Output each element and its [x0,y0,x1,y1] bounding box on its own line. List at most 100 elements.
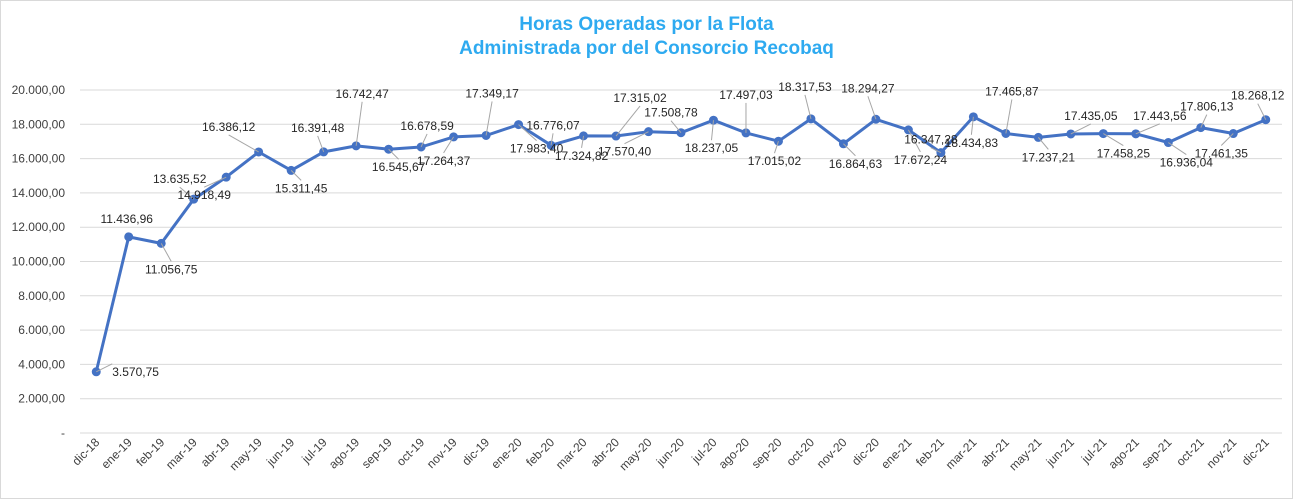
leader-line [179,186,195,200]
y-tick-label: 10.000,00 [12,255,66,269]
chart-title-line-1: Horas Operadas por la Flota [519,14,774,35]
leader-line [1200,114,1208,128]
y-tick-label: 2.000,00 [18,392,65,406]
data-label: 18.237,05 [685,141,739,155]
x-tick-label: sep-21 [1139,435,1175,471]
data-point [1196,123,1206,133]
x-tick-label: feb-21 [913,435,947,469]
x-tick-label: dic-20 [849,435,882,468]
leader-line [355,101,363,146]
y-tick-label: 6.000,00 [18,323,65,337]
x-tick-label: oct-20 [784,435,818,469]
leader-line [317,135,325,153]
leader-line [1135,123,1161,135]
x-tick-label: oct-21 [1173,435,1207,469]
leader-line [624,131,649,145]
data-label: 17.349,17 [465,86,519,100]
leader-line [96,363,113,373]
data-label: 16.347,28 [904,133,958,147]
data-label: 16.936,04 [1160,156,1214,170]
leader-line [1257,103,1267,120]
data-label: 15.311,45 [275,181,328,195]
x-tick-label: jun-21 [1043,435,1077,469]
leader-line [804,94,812,119]
data-label: 16.391,48 [291,121,345,135]
data-label: 3.570,75 [112,365,159,379]
leader-line [1103,133,1124,147]
data-label: 14.918,49 [177,188,231,202]
leader-line [550,133,554,146]
data-label: 17.237,21 [1022,150,1076,164]
x-tick-label: oct-19 [394,435,428,469]
y-tick-label: 16.000,00 [12,152,66,166]
x-tick-label: feb-20 [523,435,557,469]
data-label: 17.435,05 [1064,109,1118,123]
leader-line [970,116,974,135]
leader-line [670,120,682,134]
data-label: 17.570,40 [598,145,652,159]
data-point [124,232,134,242]
chart-title-line-2: Administrada por del Consorcio Recobaq [459,38,834,59]
data-label: 18.434,83 [945,136,999,150]
leader-line [710,120,714,141]
x-tick-label: nov-20 [814,435,850,471]
y-tick-label: 4.000,00 [18,357,65,371]
data-label: 17.458,25 [1097,147,1151,161]
data-label: 18.317,53 [778,80,832,94]
leader-line [518,124,537,141]
leader-line [773,141,779,154]
data-label: 17.983,40 [510,142,564,156]
x-tick-label: may-21 [1006,435,1044,473]
x-tick-label: ago-19 [326,435,363,472]
data-label: 13.635,52 [153,172,207,186]
data-label: 17.672,24 [894,153,948,167]
x-tick-label: nov-21 [1204,435,1240,471]
data-label: 17.264,37 [417,154,471,168]
data-label: 17.315,02 [613,91,667,105]
leader-line [290,170,302,181]
leader-line [388,148,399,160]
leader-line [443,136,455,154]
data-label: 17.465,87 [985,84,1039,98]
leader-line [485,101,493,136]
x-tick-label: mar-20 [553,435,590,472]
leader-line [228,134,259,153]
x-tick-label: nov-19 [424,435,460,471]
x-tick-label: mar-19 [163,435,200,472]
data-label: 17.497,03 [719,88,773,102]
data-label: 17.015,02 [748,154,802,168]
x-tick-label: ene-20 [488,435,525,472]
y-tick-label: 12.000,00 [12,220,66,234]
data-label: 17.508,78 [644,106,698,120]
leader-line [615,105,641,137]
y-tick-label: 14.000,00 [12,186,66,200]
data-label: 11.436,96 [100,212,153,226]
leader-line [160,243,172,262]
leader-line [203,176,227,188]
data-label: 17.324,82 [555,149,609,163]
leader-line [843,143,856,157]
y-tick-label: - [61,426,65,440]
leader-line [1168,142,1187,155]
data-label: 16.386,12 [202,120,256,134]
data-label: 16.678,59 [400,119,454,133]
data-label: 16.864,63 [829,157,883,171]
data-label: 17.443,56 [1133,109,1187,123]
leader-line [907,129,921,153]
data-label: 16.545,67 [372,160,426,174]
x-tick-label: may-20 [616,435,654,473]
x-tick-label: ago-20 [716,435,753,472]
x-tick-label: ene-21 [878,435,915,472]
data-label: 17.461,35 [1195,147,1249,161]
x-tick-label: ago-21 [1106,435,1143,472]
x-tick-label: mar-21 [943,435,980,472]
y-tick-label: 8.000,00 [18,289,65,303]
x-tick-label: dic-21 [1239,435,1272,468]
x-tick-label: dic-18 [69,435,102,468]
data-label: 18.294,27 [841,81,895,95]
data-label: 17.806,13 [1180,100,1234,114]
y-tick-label: 18.000,00 [12,117,66,131]
x-tick-label: may-19 [227,435,265,473]
data-label: 18.268,12 [1231,89,1285,103]
